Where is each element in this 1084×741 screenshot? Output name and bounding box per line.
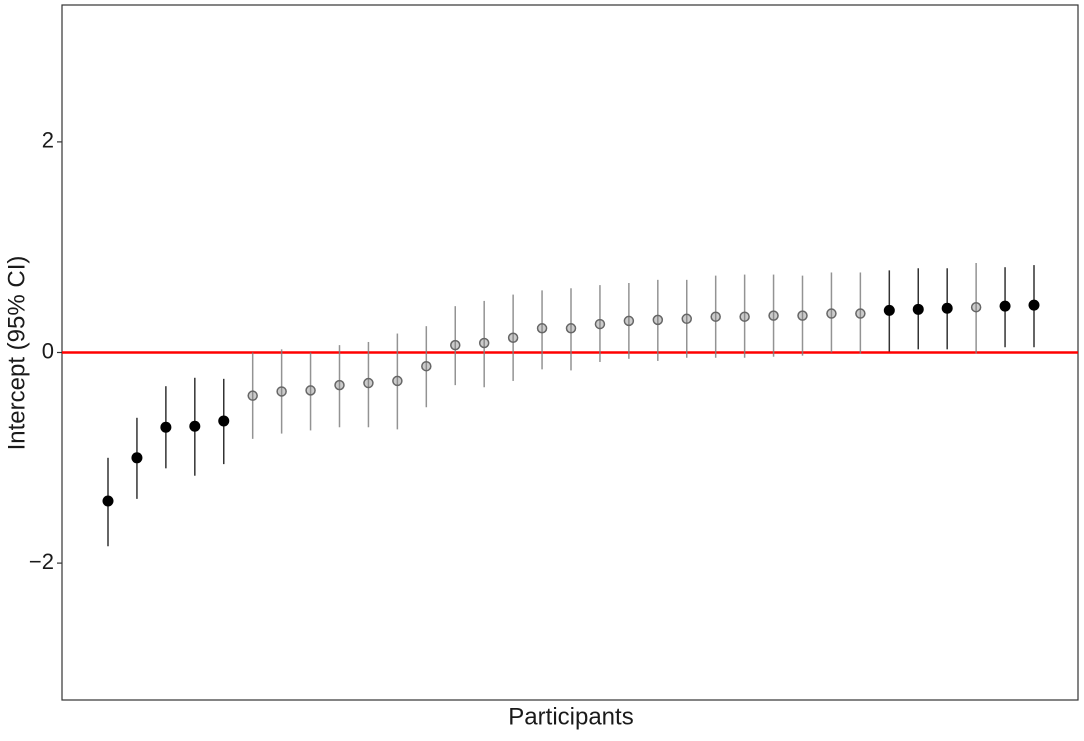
point xyxy=(594,318,606,330)
y-tick-label: −2 xyxy=(29,549,54,574)
point xyxy=(1028,299,1040,311)
point xyxy=(912,303,924,315)
point xyxy=(941,302,953,314)
point xyxy=(739,311,750,322)
point xyxy=(247,390,258,401)
point xyxy=(276,386,287,397)
point xyxy=(478,337,490,349)
point xyxy=(681,313,692,325)
point xyxy=(652,314,664,326)
point xyxy=(189,420,201,432)
point xyxy=(507,332,519,344)
y-tick-label: 2 xyxy=(42,128,54,153)
point xyxy=(218,415,230,427)
point xyxy=(970,301,982,313)
point xyxy=(999,300,1011,312)
point xyxy=(855,308,866,319)
point xyxy=(363,377,374,389)
point xyxy=(797,310,808,321)
point xyxy=(131,452,143,464)
point xyxy=(536,323,548,334)
point xyxy=(826,308,837,319)
point xyxy=(768,310,779,321)
point xyxy=(334,379,345,391)
point xyxy=(421,360,432,372)
y-tick-label: 0 xyxy=(42,338,54,363)
point xyxy=(565,323,577,334)
point xyxy=(160,421,172,433)
point xyxy=(710,311,721,322)
point xyxy=(883,304,895,316)
point xyxy=(305,385,316,396)
point xyxy=(102,495,114,507)
point xyxy=(623,315,635,327)
point xyxy=(392,375,403,387)
point xyxy=(450,339,461,351)
y-axis-label: Intercept (95% CI) xyxy=(3,256,30,451)
x-axis-label: Participants xyxy=(508,703,633,730)
